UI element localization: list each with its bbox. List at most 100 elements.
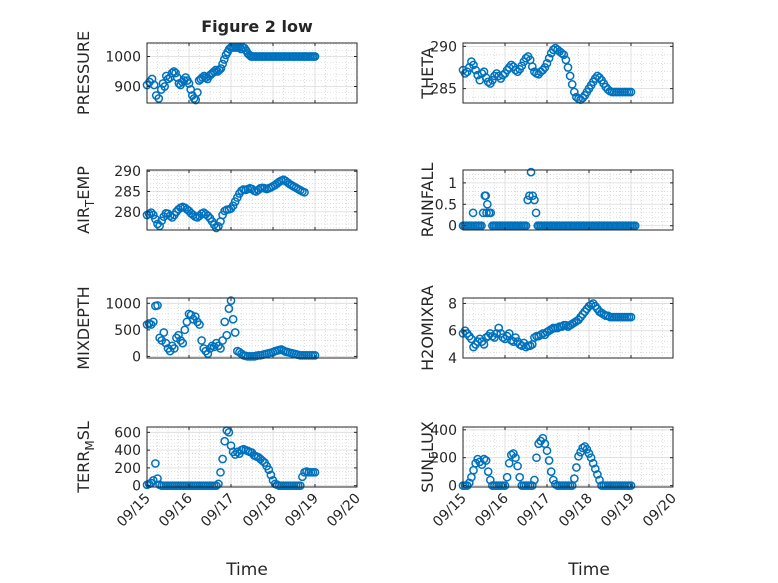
data-point: [146, 208, 156, 217]
data-point: [211, 223, 221, 233]
data-point: [224, 427, 234, 437]
x-tick-label: 09/16: [156, 490, 196, 530]
data-point: [528, 191, 538, 201]
data-point: [216, 467, 225, 477]
data-point: [154, 94, 164, 103]
data-point: [151, 459, 160, 468]
data-point: [511, 65, 520, 75]
data-point: [222, 330, 232, 340]
data-point: [546, 467, 556, 477]
data-point: [178, 338, 188, 348]
data-point: [565, 71, 575, 81]
y-tick-label: 6: [448, 324, 457, 340]
data-point: [486, 208, 496, 218]
data-point: [188, 210, 198, 220]
y-tick-label: 900: [114, 80, 141, 96]
data-point: [218, 59, 227, 69]
data-point: [160, 82, 169, 91]
data-point: [542, 446, 552, 456]
data-point: [219, 55, 229, 64]
data-point: [460, 69, 470, 78]
data-point: [530, 475, 539, 485]
data-point: [167, 213, 177, 222]
y-axis-label: MIXDEPTH: [74, 286, 93, 369]
data-point: [561, 55, 571, 65]
axes-frame: [462, 42, 674, 104]
axes-frame: [146, 297, 358, 359]
chart-rainfall: 0 0.5 1 RAINFALL: [418, 163, 674, 238]
data-point: [310, 467, 320, 477]
data-point: [190, 312, 200, 321]
data-point: [165, 211, 175, 221]
data-point: [626, 481, 636, 490]
data-point: [174, 330, 183, 340]
data-point: [511, 333, 520, 342]
data-point: [184, 79, 194, 88]
x-tick-label: 09/16: [472, 490, 512, 530]
data-point: [506, 60, 516, 70]
data-point: [574, 451, 583, 461]
y-tick-label: 285: [430, 82, 457, 98]
y-tick-label: 1000: [105, 296, 141, 312]
data-point: [521, 53, 531, 63]
x-tick-label: 09/20: [640, 491, 680, 531]
x-tick-label: 09/20: [324, 491, 364, 531]
y-tick-label: 8: [448, 296, 457, 312]
data-point: [195, 320, 204, 329]
y-tick-label: 200: [430, 451, 457, 467]
axes-frame: [462, 297, 674, 359]
data-point: [502, 472, 512, 482]
data-point: [590, 464, 600, 474]
y-tick-label: 1: [448, 176, 457, 192]
data-point: [511, 453, 520, 463]
chart-h2omixra: 4 6 8 H2OMIXRA: [418, 285, 674, 371]
y-axis-label: AIRTEMP: [74, 166, 97, 234]
data-point: [630, 221, 640, 231]
data-point: [504, 458, 514, 468]
y-tick-label: 285: [114, 184, 141, 200]
data-point: [538, 65, 548, 75]
data-point: [513, 67, 522, 77]
data-point: [216, 344, 225, 353]
data-point: [211, 65, 221, 75]
y-axis-label: THETA: [418, 47, 437, 99]
data-point: [513, 461, 522, 471]
data-point: [224, 304, 234, 313]
data-point: [462, 67, 472, 77]
data-point: [481, 456, 491, 465]
x-tick-label: 09/19: [282, 491, 322, 531]
data-point: [220, 436, 230, 446]
y-tick-label: 0: [132, 349, 141, 365]
x-axis-label: Time: [567, 560, 610, 580]
data-point: [544, 456, 554, 465]
data-point: [531, 208, 541, 218]
chart-air_temp: 280 285 290 AIRTEMP: [74, 164, 358, 234]
data-point: [220, 317, 230, 327]
y-axis-label: TERRMSL: [74, 421, 97, 494]
data-point: [494, 323, 504, 333]
data-point: [593, 470, 602, 479]
data-point: [559, 50, 569, 60]
data-point: [498, 70, 508, 80]
data-point: [509, 449, 518, 458]
data-point: [153, 301, 162, 310]
data-point: [149, 80, 159, 90]
data-point: [483, 199, 492, 209]
data-point: [226, 296, 236, 306]
data-point: [464, 478, 474, 488]
data-point: [218, 336, 227, 345]
data-point: [186, 310, 196, 320]
chart-mixdepth: 0 500 1000 MIXDEPTH: [74, 286, 358, 370]
y-tick-label: 500: [114, 323, 141, 339]
data-point: [216, 64, 226, 73]
x-tick-label: 09/15: [430, 491, 470, 531]
y-axis-label: RAINFALL: [418, 163, 437, 238]
y-tick-label: 0: [448, 479, 457, 495]
data-point: [567, 80, 577, 89]
y-tick-label: 4: [448, 351, 457, 367]
data-point: [247, 184, 257, 194]
data-point: [588, 458, 598, 468]
data-point: [300, 187, 309, 197]
data-point: [527, 62, 537, 72]
